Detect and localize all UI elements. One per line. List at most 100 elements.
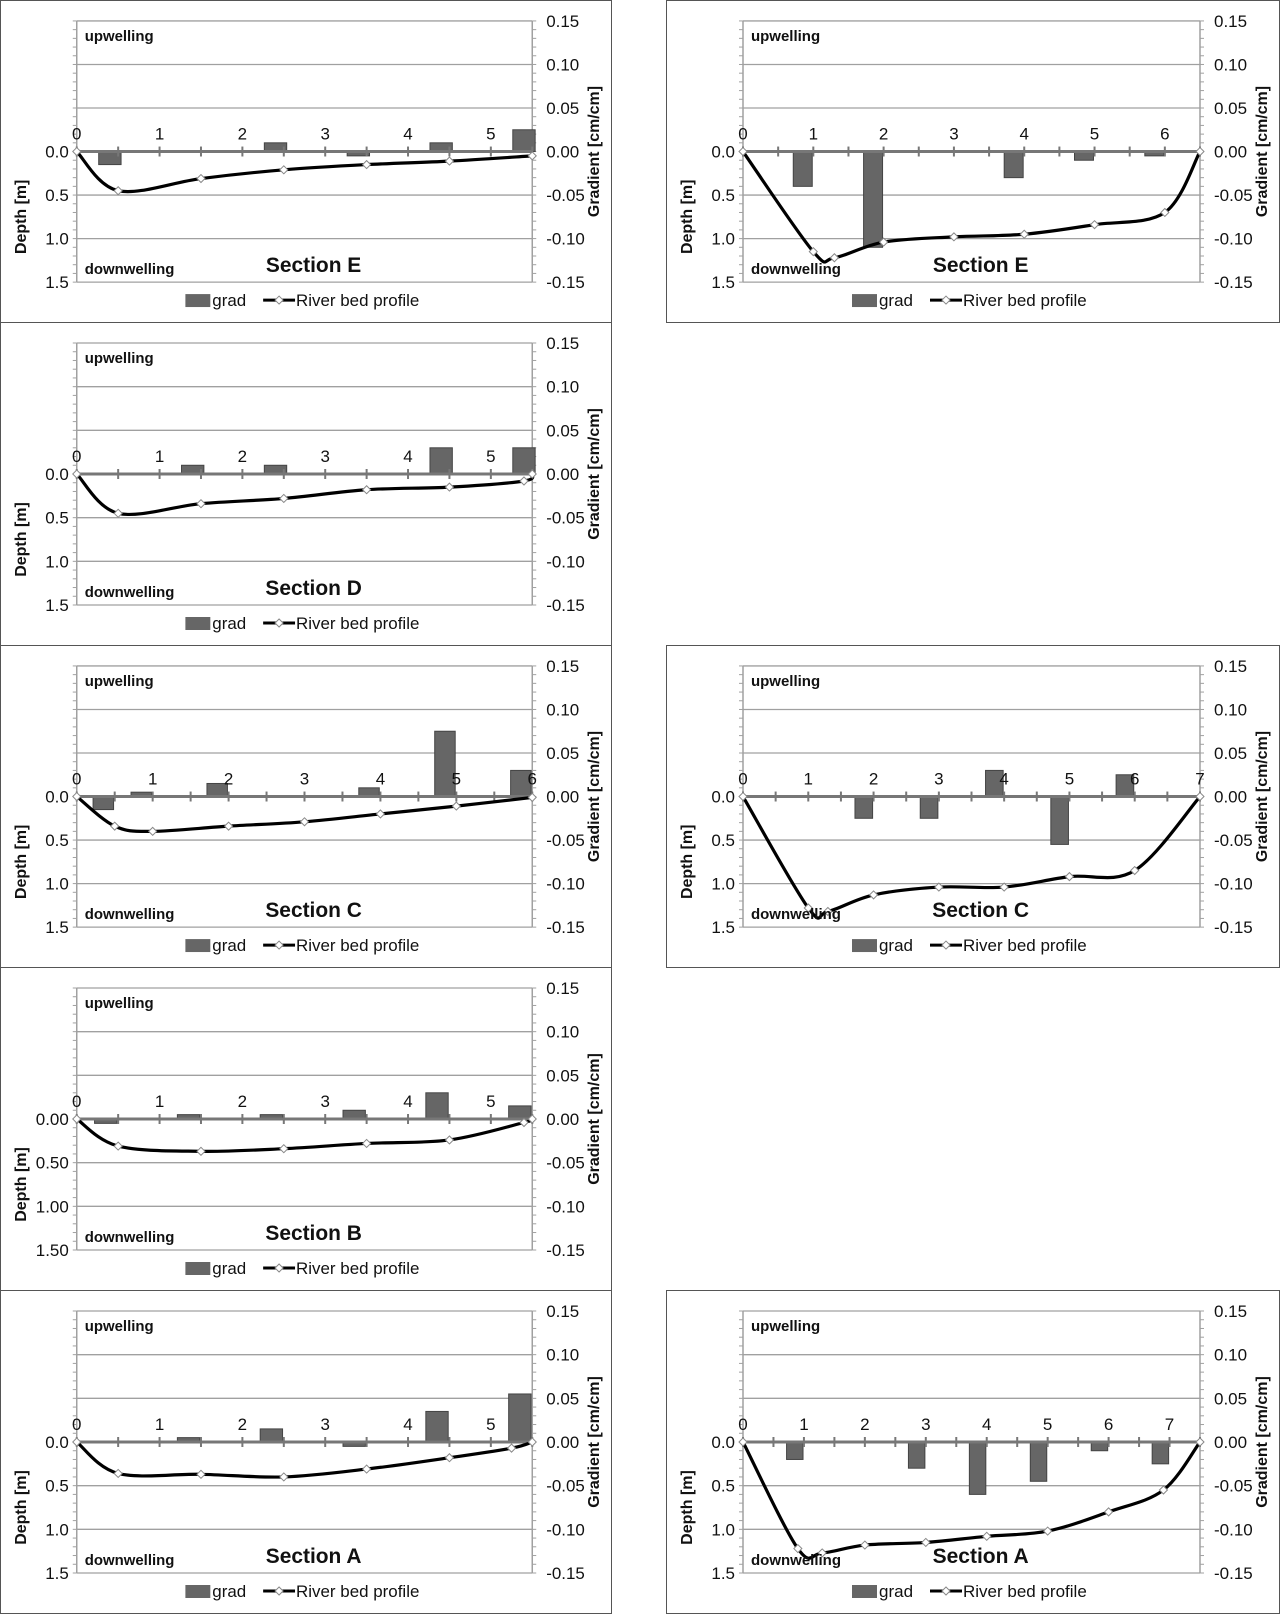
depth-axis-title: Depth [m]: [13, 1147, 30, 1222]
profile-marker: [934, 882, 944, 892]
gradient-tick-label: 0.05: [1214, 744, 1247, 763]
x-tick-label: 1: [804, 770, 813, 789]
profile-marker: [113, 186, 123, 196]
gradient-tick-label: -0.15: [1214, 918, 1253, 937]
x-tick-label: 7: [1165, 1415, 1174, 1434]
gradient-tick-label: -0.15: [1214, 273, 1253, 292]
upwelling-label: upwelling: [751, 1318, 820, 1335]
section-title: Section A: [266, 1545, 362, 1568]
profile-marker: [527, 1437, 537, 1447]
depth-tick-label: 0.0: [45, 1433, 69, 1452]
downwelling-label: downwelling: [751, 906, 841, 923]
profile-marker: [113, 1468, 123, 1479]
depth-tick-label: 1.0: [45, 1520, 69, 1539]
x-tick-label: 1: [155, 125, 164, 144]
profile-marker: [72, 1437, 82, 1447]
profile-marker: [279, 165, 289, 175]
depth-axis-title: Depth [m]: [13, 502, 30, 577]
profile-marker: [817, 1548, 827, 1558]
gradient-bar: [1029, 1441, 1048, 1482]
river-bed-profile-line: [75, 1440, 533, 1479]
profile-marker: [196, 173, 206, 184]
gradient-tick-label: -0.05: [1214, 831, 1253, 850]
x-tick-label: 4: [403, 447, 412, 466]
gradient-bar: [1003, 151, 1024, 179]
depth-tick-label: 1.5: [45, 918, 69, 937]
gradient-tick-label: -0.10: [546, 875, 585, 894]
depth-tick-label: 0.5: [45, 186, 69, 205]
legend-marker: [274, 940, 284, 950]
x-tick-label: 2: [238, 1415, 247, 1434]
x-tick-label: 1: [148, 770, 157, 789]
profile-marker: [829, 253, 840, 263]
depth-tick-label: 0.5: [45, 509, 69, 528]
x-tick-label: 4: [403, 125, 412, 144]
legend-bar-swatch: [852, 939, 877, 953]
gradient-axis-title: Gradient [cm/cm]: [586, 1053, 603, 1185]
river-bed-profile-line: [75, 795, 533, 833]
profile-marker: [196, 498, 206, 509]
profile-marker: [72, 146, 82, 157]
profile-marker: [279, 1143, 289, 1154]
gradient-tick-label: 0.15: [1214, 1302, 1247, 1321]
x-tick-label: 0: [72, 770, 81, 789]
x-tick-label: 1: [809, 125, 818, 144]
profile-marker: [793, 1543, 803, 1554]
x-tick-label: 4: [376, 770, 385, 789]
legend-bar-swatch: [185, 294, 211, 308]
profile-marker: [527, 1114, 537, 1124]
profile-marker: [1195, 791, 1205, 802]
x-tick-label: 1: [799, 1415, 808, 1434]
x-tick-label: 4: [403, 1092, 412, 1111]
upwelling-label: upwelling: [751, 28, 820, 45]
x-tick-label: 3: [320, 1415, 329, 1434]
gradient-tick-label: 0.15: [546, 12, 579, 31]
x-tick-label: 4: [403, 1415, 412, 1434]
depth-tick-label: 0.0: [45, 143, 69, 162]
gradient-axis-title: Gradient [cm/cm]: [586, 408, 603, 540]
x-tick-label: 0: [738, 770, 747, 789]
legend-marker: [274, 295, 284, 305]
downwelling-label: downwelling: [751, 1552, 841, 1569]
gradient-bar: [907, 1441, 926, 1469]
gradient-tick-label: 0.15: [546, 657, 579, 676]
x-tick-label: 7: [1195, 770, 1204, 789]
upwelling-label: upwelling: [85, 673, 154, 690]
section-title: Section E: [933, 254, 1029, 277]
profile-marker: [921, 1537, 931, 1548]
gradient-tick-label: -0.15: [546, 273, 585, 292]
section-title: Section C: [932, 899, 1029, 922]
x-tick-label: 6: [1160, 125, 1169, 144]
depth-tick-label: 1.50: [36, 1241, 69, 1260]
profile-marker: [451, 801, 462, 811]
x-tick-label: 3: [921, 1415, 930, 1434]
legend-grad: grad: [212, 936, 246, 955]
gradient-axis-title: Gradient [cm/cm]: [586, 1376, 603, 1508]
profile-marker: [823, 906, 833, 917]
chart-right-section-c: 0 1 2 3 4 5 6 7 0.0 0.5 1.0 1.5 0.15 0.10 0.05 0.00 -0.0…: [666, 645, 1280, 968]
chart-svg: 0 1 2 3 4 5 0.0 0.5 1.0 1.5 0.15 0.10 0.05 0.00 -0.05 -…: [13, 1302, 603, 1601]
depth-axis-title: Depth [m]: [679, 1470, 696, 1545]
profile-marker: [444, 1135, 455, 1145]
chart-svg: 0 1 2 3 4 5 6 7 0.0 0.5 1.0 1.5 0.15 0.10 0.05 0.00 -0.0…: [679, 1302, 1271, 1601]
depth-tick-label: 1.00: [36, 1197, 69, 1216]
profile-marker: [196, 1146, 206, 1157]
profile-marker: [444, 1453, 455, 1463]
gradient-tick-label: -0.15: [1214, 1564, 1253, 1583]
profile-marker: [803, 903, 813, 913]
x-tick-label: 5: [486, 447, 495, 466]
legend-grad: grad: [879, 1582, 913, 1601]
x-tick-label: 5: [486, 1092, 495, 1111]
gradient-tick-label: -0.05: [546, 509, 585, 528]
profile-marker: [1130, 865, 1140, 876]
chart-left-section-e: 0 1 2 3 4 5 0.0 0.5 1.0 1.5 0.15 0.10 0.05 0.00 -0.05 -…: [0, 0, 612, 323]
depth-tick-label: 0.50: [36, 1154, 69, 1173]
x-tick-label: 0: [72, 447, 81, 466]
gradient-tick-label: 0.15: [546, 1302, 579, 1321]
depth-tick-label: 1.5: [45, 273, 69, 292]
chart-left-section-b: 0 1 2 3 4 5 0.00 0.50 1.00 1.50 0.15 0.10 0.05 0.00 -0…: [0, 967, 612, 1291]
legend-bar-swatch: [185, 1585, 211, 1598]
downwelling-label: downwelling: [85, 584, 175, 601]
gradient-bar: [508, 1393, 532, 1443]
x-tick-label: 0: [72, 1092, 81, 1111]
